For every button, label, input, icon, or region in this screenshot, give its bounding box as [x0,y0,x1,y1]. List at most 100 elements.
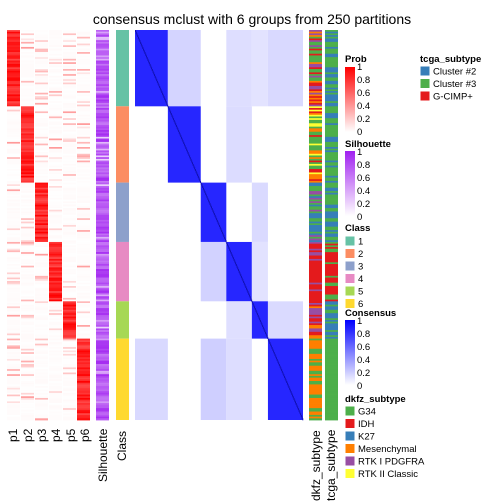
prob-cell [63,240,76,243]
legend-class-label: 1 [358,237,363,248]
tcga-cell [325,287,338,290]
tcga-cell [325,33,338,36]
prob-cell [63,99,76,102]
prob-cell [21,262,34,265]
silhouette-cell [96,60,109,63]
consensus-diagonal [178,130,180,133]
legend-class-swatch [344,273,356,284]
consensus-diagonal [162,94,164,97]
prob-cell [63,192,76,195]
prob-cell [63,153,76,156]
prob-cell [7,230,20,233]
tcga-cell [325,233,338,236]
consensus-diagonal [145,53,147,56]
prob-cell [21,347,34,350]
consensus-diagonal [135,31,137,34]
tcga-cell [325,252,338,255]
dkfz-cell [309,209,322,212]
consensus-diagonal [254,306,256,309]
prob-cell [77,128,90,131]
prob-cell [7,291,20,294]
silhouette-cell [96,46,109,50]
silhouette-cell [96,328,109,331]
dkfz-cell [309,33,322,36]
prob-cell [7,408,20,411]
prob-cell [63,94,76,97]
prob-cell [7,48,20,51]
prob-cell [49,101,62,104]
prob-cell [35,170,48,173]
dkfz-cell [309,228,322,231]
prob-cell [7,80,20,83]
dkfz-cell [309,74,322,77]
dkfz-cell [309,411,322,414]
silhouette-cell [96,231,109,234]
dkfz-cell [309,186,322,189]
tcga-cell [325,260,338,263]
prob-cell [7,92,20,95]
prob-cell [21,167,34,170]
prob-cell [49,60,62,63]
prob-cell [7,58,20,61]
prob-cell [63,145,76,148]
dkfz-cell [309,279,322,282]
prob-cell [7,323,20,326]
prob-cell [35,33,48,36]
prob-cell [77,379,90,382]
prob-cell [7,286,20,289]
prob-cell [21,331,34,334]
class-segment [116,182,129,242]
prob-cell [21,297,34,301]
prob-cell [7,338,20,341]
prob-cell [49,33,62,36]
prob-cell [21,236,34,239]
prob-cell [77,328,90,331]
prob-cell [77,253,90,256]
prob-cell [35,106,48,109]
prob-cell [21,221,34,224]
prob-cell [35,374,48,377]
prob-cell [63,186,76,189]
silhouette-cell [96,218,109,221]
prob-cell [49,401,62,404]
prob-cell [49,375,62,379]
prob-cell [77,394,90,397]
prob-cell [77,221,90,224]
prob-cell [63,143,76,146]
prob-cell [77,357,90,360]
annotation-bars [309,30,338,421]
tcga-cell [325,182,338,185]
consensus-diagonal [282,372,284,375]
prob-cell [49,179,62,182]
prob-cell [77,63,90,67]
consensus-diagonal [297,406,299,409]
prob-cell [49,138,62,141]
prob-cell [35,250,48,253]
silhouette-cell [96,141,109,145]
prob-cell [7,413,20,416]
dkfz-cell [309,328,322,331]
prob-cell [21,38,34,41]
tcga-cell [325,280,338,284]
dkfz-cell [309,223,322,226]
prob-cell [77,104,90,107]
prob-cell [77,40,90,43]
tcga-cell [325,99,338,102]
tcga-cell [325,108,338,111]
silhouette-cell [96,360,109,363]
tcga-cell [325,306,338,309]
prob-cell [77,386,90,389]
prob-cell [49,258,62,262]
tcga-cell [325,326,338,329]
silhouette-cell [96,245,109,248]
dkfz-cell [309,353,322,356]
prob-cell [63,187,76,190]
prob-cell [21,128,34,131]
prob-cell [21,75,34,78]
consensus-diagonal [300,413,302,416]
dkfz-cell [309,116,322,119]
legend-dkfz-swatch [344,430,356,442]
consensus-diagonal [170,111,172,114]
prob-cell [77,163,90,167]
tcga-cell [325,191,338,194]
